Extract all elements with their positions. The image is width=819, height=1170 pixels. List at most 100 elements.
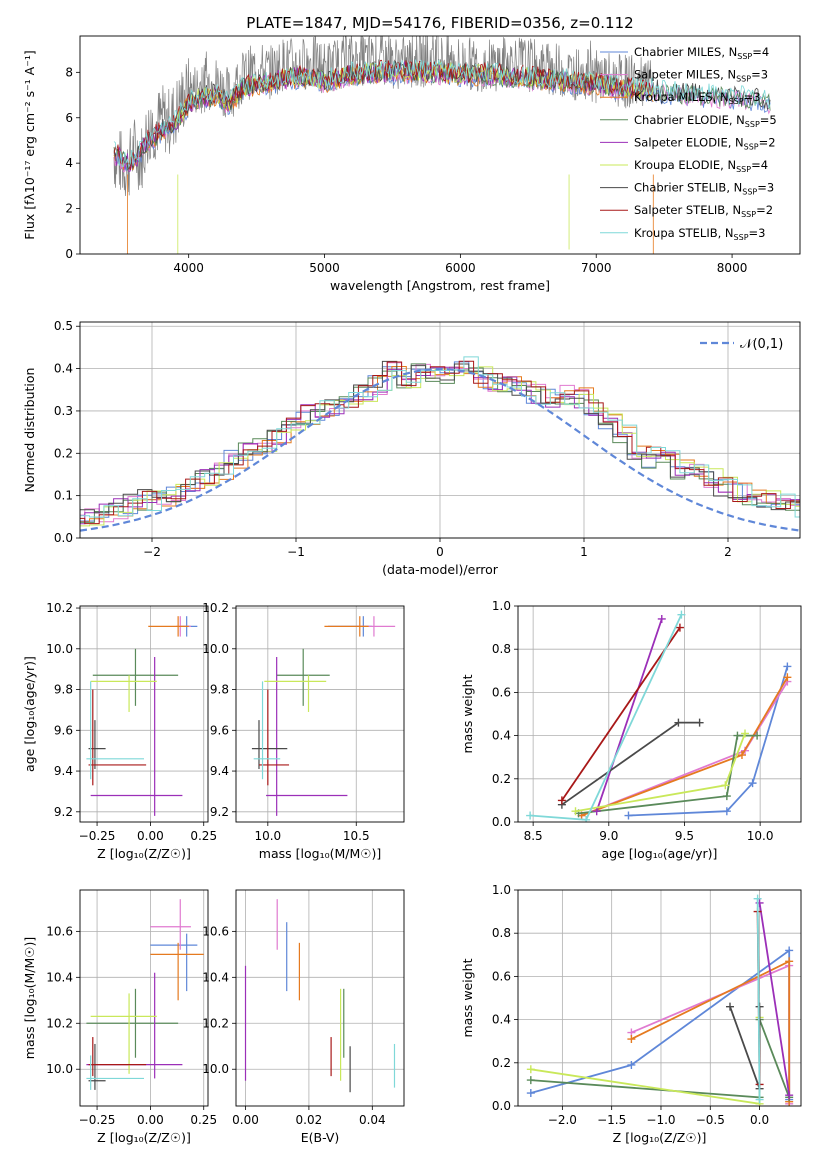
model-line-5 — [174, 60, 654, 128]
legend-model-name: Chabrier ELODIE — [634, 113, 729, 127]
weight-line-8 — [530, 614, 683, 821]
y-axis-label: Normed distribution — [22, 368, 37, 493]
weight-marker — [785, 946, 794, 955]
weight-marker — [526, 1065, 535, 1074]
weight-marker — [675, 623, 684, 632]
x-tick-label: 8000 — [717, 261, 748, 275]
y-axis-label: mass weight — [460, 674, 475, 753]
x-tick-label: 10.5 — [343, 829, 370, 843]
y-tick-label: 10.4 — [202, 970, 229, 984]
weight-line-3 — [530, 1019, 791, 1099]
weight-marker — [526, 811, 535, 820]
x-tick-label: 0.02 — [296, 1113, 323, 1127]
y-tick-label: 0.6 — [492, 969, 511, 983]
legend-nssp-sub: SSP — [742, 188, 757, 197]
legend-model-name: Kroupa STELIB — [634, 226, 718, 240]
panel-ebv-mass: 0.00 0.02 0.04 10.0 10.2 10.4 10.6 E(B-V) — [202, 889, 405, 1145]
y-tick-label: 10.0 — [202, 642, 229, 656]
y-tick-label: 10.6 — [202, 924, 229, 938]
y-tick-label: 9.8 — [210, 683, 229, 697]
legend-nssp-sub: SSP — [737, 52, 752, 61]
y-tick-label: 10.2 — [46, 1016, 73, 1030]
legend-nssp-value: 2 — [766, 203, 773, 217]
x-tick-label: 10.0 — [747, 829, 774, 843]
legend-nssp-eq: = — [757, 181, 767, 195]
x-tick-label: 0.00 — [137, 829, 164, 843]
legend-entry-7: Salpeter STELIB, NSSP=2 — [634, 203, 773, 219]
y-tick-label: 0.4 — [492, 729, 511, 743]
x-tick-label: 0 — [436, 545, 444, 559]
legend-entry-0: Chabrier MILES, NSSP=4 — [634, 45, 769, 61]
x-axis-label: Z [log₁₀(Z/Z☉)] — [97, 1130, 191, 1145]
legend-entry-6: Chabrier STELIB, NSSP=3 — [634, 181, 774, 197]
x-axis-label: age [log₁₀(age/yr)] — [602, 846, 718, 861]
x-tick-label: −0.25 — [79, 829, 116, 843]
weight-marker — [755, 1095, 764, 1104]
legend-nssp-value: 4 — [762, 45, 769, 59]
axes-frame — [79, 605, 209, 823]
weight-marker — [624, 811, 633, 820]
weight-line-8 — [756, 898, 761, 1100]
legend-nssp-prefix: , N — [713, 90, 729, 104]
x-tick-label: −0.5 — [696, 1113, 725, 1127]
legend-nssp-prefix: , N — [726, 181, 742, 195]
axes-frame — [235, 889, 405, 1107]
x-axis-label: E(B-V) — [301, 1130, 340, 1145]
weight-marker — [733, 731, 742, 740]
y-tick-label: 0.2 — [54, 446, 73, 460]
histogram-step-0 — [80, 361, 800, 522]
x-tick-label: 6000 — [445, 261, 476, 275]
panel-z-mass: −0.25 0.00 0.25 10.0 10.2 10.4 10.6 Z [log₁₀(Z/… — [22, 889, 217, 1145]
panel-residuals: −2 −1 0 1 2 0.0 0.1 0.2 0.3 0.4 0.5 (data-model)/er… — [22, 319, 801, 577]
legend-entry-4: Salpeter ELODIE, NSSP=2 — [634, 135, 776, 151]
legend-nssp-sub: SSP — [744, 142, 759, 151]
legend-nssp-value: 4 — [761, 158, 768, 172]
y-tick-label: 0.5 — [54, 319, 73, 333]
legend-nssp-sub: SSP — [736, 75, 751, 84]
errorbar-point-7 — [88, 1037, 147, 1077]
weight-marker — [582, 815, 591, 822]
errorbar-point-7 — [258, 689, 290, 786]
weight-line-0 — [628, 666, 789, 817]
y-tick-label: 0 — [65, 247, 73, 261]
legend-model-name: Salpeter ELODIE — [634, 135, 728, 149]
x-axis-label: mass [log₁₀(M/M☉)] — [259, 846, 381, 861]
legend-nssp-sub: SSP — [729, 97, 744, 106]
plot-area — [526, 894, 794, 1106]
errorbar-point-4 — [266, 656, 348, 816]
plot-area — [526, 610, 792, 822]
x-tick-label: 0.25 — [190, 829, 217, 843]
x-tick-label: 0.00 — [232, 1113, 259, 1127]
weight-marker — [627, 1060, 636, 1069]
weight-line-4 — [758, 902, 791, 1096]
weight-marker — [783, 662, 792, 671]
legend-nssp-sub: SSP — [734, 233, 749, 242]
y-tick-label: 0.3 — [54, 404, 73, 418]
y-tick-label: 10.2 — [46, 601, 73, 615]
legend-nssp-value: 3 — [767, 181, 774, 195]
legend-nssp-sub: SSP — [741, 210, 756, 219]
legend-nssp-prefix: , N — [725, 203, 741, 217]
legend-nssp-value: 3 — [753, 90, 760, 104]
errorbar-point-7 — [88, 689, 147, 786]
errorbar-point-8 — [86, 1055, 144, 1090]
axes-frame — [79, 321, 801, 539]
x-tick-label: −2 — [143, 545, 161, 559]
legend-nssp-prefix: , N — [720, 68, 736, 82]
x-tick-label: 9.5 — [675, 829, 694, 843]
y-tick-label: 10.0 — [46, 642, 73, 656]
y-tick-label: 0.2 — [492, 772, 511, 786]
axes-frame — [235, 605, 405, 823]
y-tick-label: 0.4 — [492, 1013, 511, 1027]
axes-frame — [517, 889, 802, 1107]
y-tick-label: 1.0 — [492, 883, 511, 897]
normal-curve — [80, 367, 800, 532]
weight-line-5 — [530, 1017, 761, 1105]
errorbar-point-4 — [86, 972, 183, 1079]
y-tick-label: 1.0 — [492, 599, 511, 613]
y-tick-label: 9.6 — [54, 723, 73, 737]
legend-entry-5: Kroupa ELODIE, NSSP=4 — [634, 158, 768, 174]
y-tick-label: 0.0 — [492, 815, 511, 829]
